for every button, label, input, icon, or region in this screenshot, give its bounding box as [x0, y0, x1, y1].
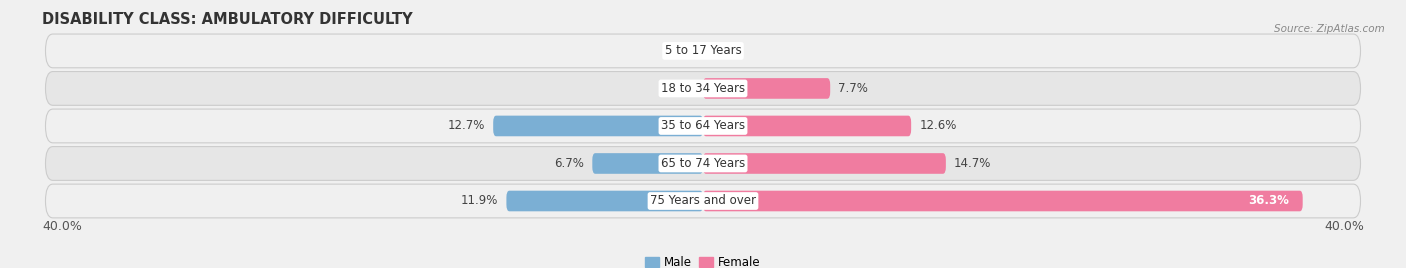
- Text: Source: ZipAtlas.com: Source: ZipAtlas.com: [1274, 24, 1385, 34]
- FancyBboxPatch shape: [703, 116, 911, 136]
- Text: 0.0%: 0.0%: [665, 44, 695, 57]
- FancyBboxPatch shape: [703, 78, 830, 99]
- Text: 75 Years and over: 75 Years and over: [650, 195, 756, 207]
- FancyBboxPatch shape: [703, 153, 946, 174]
- Text: DISABILITY CLASS: AMBULATORY DIFFICULTY: DISABILITY CLASS: AMBULATORY DIFFICULTY: [42, 12, 413, 27]
- Text: 11.9%: 11.9%: [461, 195, 498, 207]
- Text: 18 to 34 Years: 18 to 34 Years: [661, 82, 745, 95]
- FancyBboxPatch shape: [494, 116, 703, 136]
- Text: 7.7%: 7.7%: [838, 82, 869, 95]
- FancyBboxPatch shape: [45, 34, 1361, 68]
- Text: 36.3%: 36.3%: [1249, 195, 1289, 207]
- Text: 0.0%: 0.0%: [665, 82, 695, 95]
- FancyBboxPatch shape: [45, 109, 1361, 143]
- Text: 14.7%: 14.7%: [955, 157, 991, 170]
- FancyBboxPatch shape: [703, 191, 1303, 211]
- FancyBboxPatch shape: [45, 72, 1361, 105]
- Text: 40.0%: 40.0%: [42, 220, 82, 233]
- FancyBboxPatch shape: [45, 184, 1361, 218]
- Text: 40.0%: 40.0%: [1324, 220, 1364, 233]
- FancyBboxPatch shape: [506, 191, 703, 211]
- Text: 0.0%: 0.0%: [711, 44, 741, 57]
- Legend: Male, Female: Male, Female: [641, 251, 765, 268]
- Text: 5 to 17 Years: 5 to 17 Years: [665, 44, 741, 57]
- Text: 12.7%: 12.7%: [447, 120, 485, 132]
- Text: 12.6%: 12.6%: [920, 120, 957, 132]
- Text: 6.7%: 6.7%: [554, 157, 583, 170]
- FancyBboxPatch shape: [45, 147, 1361, 180]
- FancyBboxPatch shape: [592, 153, 703, 174]
- Text: 35 to 64 Years: 35 to 64 Years: [661, 120, 745, 132]
- Text: 65 to 74 Years: 65 to 74 Years: [661, 157, 745, 170]
